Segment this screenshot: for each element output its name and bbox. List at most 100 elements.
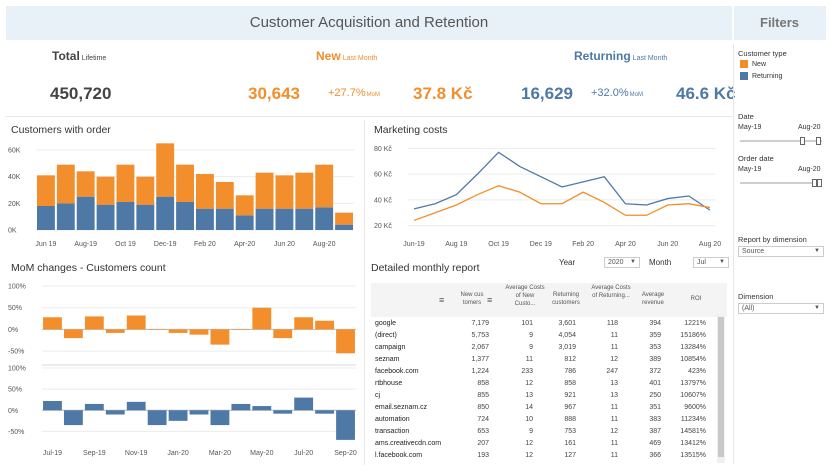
kpi-returning-label: Returning (574, 49, 631, 63)
bar-returning (335, 224, 354, 230)
kpi-new-title: New Last Month (316, 49, 377, 63)
bar-returning (255, 208, 274, 230)
y-tick-label: 80 Kč (374, 146, 392, 153)
report-cell: 14 (525, 404, 533, 411)
table-row: l.facebook.com 193 12 127 11 366 13515% (371, 450, 727, 461)
report-year-select[interactable]: 2020 ▼ (604, 257, 640, 268)
line-new (413, 185, 711, 222)
filter-report-dimension-label: Report by dimension (738, 235, 807, 244)
filter-order-date-label: Order date (738, 154, 774, 163)
report-cell: 888 (564, 416, 576, 423)
report-cell: 101 (521, 320, 533, 327)
report-year-value: 2020 (608, 259, 624, 266)
report-cell: 11 (525, 356, 533, 363)
report-cell: 13 (610, 380, 618, 387)
bar-returning (295, 208, 314, 230)
customers-with-order-chart: 60K 40K 20K 0K Jun 19 Aug-19 Oct 19 Dec-19 Feb 2… (8, 143, 354, 248)
y-tick-label: -50% (8, 349, 24, 356)
table-row: (direct) 5,753 9 4,054 11 359 15186% (371, 330, 727, 341)
report-month-value: Jul (697, 259, 706, 266)
bar-mom-returning (147, 410, 167, 426)
chevron-down-icon: ▼ (719, 259, 725, 265)
y-tick-label: 50% (8, 387, 22, 394)
date-slider-handle-max[interactable] (816, 137, 821, 145)
kpi-new-value: 30,643 (248, 84, 300, 103)
bar-returning (96, 204, 115, 230)
report-cell: 13515% (680, 452, 706, 459)
report-col-avg-cost-returning[interactable]: Average Costs of Returning... (591, 285, 631, 299)
x-tick-label: Dec-19 (154, 241, 177, 248)
bar-mom-new (84, 316, 104, 330)
bar-new (315, 164, 334, 208)
report-cell: 786 (564, 368, 576, 375)
bar-mom-returning (84, 403, 104, 411)
bar-mom-returning (43, 400, 62, 411)
filter-dimension-label: Dimension (738, 292, 774, 301)
report-cell: 12 (525, 452, 533, 459)
dimension-select[interactable]: (All) ▼ (738, 303, 824, 314)
report-scrollbar-thumb[interactable] (718, 317, 724, 457)
report-cell: 247 (606, 368, 618, 375)
order-date-slider-handle-max[interactable] (817, 179, 822, 187)
report-cell: 193 (477, 452, 489, 459)
report-col-avg-cost-new[interactable]: Average Costs of New Custo... (505, 285, 545, 307)
report-cell: 372 (649, 368, 661, 375)
report-cell: 14581% (680, 428, 706, 435)
report-month-label: Month (649, 258, 672, 267)
report-col-avg-revenue[interactable]: Average revenue (641, 292, 665, 306)
bar-new (136, 176, 155, 205)
bar-new (295, 172, 314, 209)
filter-date-min: May-19 (738, 124, 762, 131)
bar-mom-returning (63, 410, 83, 426)
legend-item-new[interactable]: New (740, 60, 766, 68)
report-cell: 9 (529, 428, 533, 435)
table-row: cj 855 13 921 13 250 10607% (371, 390, 727, 401)
y-tick-label: 0% (8, 327, 18, 334)
bar-new (116, 164, 135, 202)
x-tick-label: Jun 19 (35, 241, 56, 248)
report-col-roi[interactable]: ROI (690, 296, 702, 302)
report-cell: 250 (649, 392, 661, 399)
report-cell: 10607% (680, 392, 706, 399)
y-tick-label: 100% (8, 284, 26, 291)
bar-mom-new (105, 329, 125, 333)
report-cell: 1221% (684, 320, 706, 327)
filter-date-label: Date (738, 112, 754, 121)
report-cell: 11 (610, 440, 618, 447)
report-dimension-select[interactable]: Source ▼ (738, 246, 824, 257)
dimension-value: (All) (742, 305, 755, 312)
report-cell: 9 (529, 332, 533, 339)
bar-mom-new (43, 317, 62, 330)
dashboard-title: Customer Acquisition and Retention (249, 14, 489, 31)
legend-item-returning[interactable]: Returning (740, 72, 782, 80)
report-scrollbar[interactable] (717, 315, 725, 463)
bar-new (215, 182, 234, 209)
report-month-select[interactable]: Jul ▼ (693, 257, 729, 268)
kpi-total-sub: Lifetime (81, 55, 107, 62)
report-col-returning[interactable]: Returning customers (552, 292, 580, 306)
report-cell: 11 (610, 452, 618, 459)
order-date-slider-handle-min[interactable] (812, 179, 817, 187)
bar-mom-returning (336, 410, 355, 440)
report-cell: 233 (521, 368, 533, 375)
bar-mom-returning (105, 410, 125, 415)
report-cell: 9600% (684, 404, 706, 411)
order-date-range-slider[interactable] (740, 179, 822, 187)
x-tick-label: Aug-19 (74, 241, 97, 248)
report-cell: 127 (564, 452, 576, 459)
order-date-slider-track (740, 182, 822, 184)
sort-icon[interactable]: ≡ (487, 295, 493, 305)
report-cell-source: google (375, 320, 397, 327)
report-col-new-customers[interactable]: New cus tomers (460, 292, 484, 306)
bar-returning (275, 208, 294, 230)
report-cell: 15186% (680, 332, 706, 339)
filter-date-max: Aug-20 (798, 124, 821, 131)
table-row: campaign 2,067 9 3,019 11 353 13284% (371, 342, 727, 353)
report-cell-source: rtbhouse (375, 380, 403, 387)
report-cell: 5,753 (471, 332, 489, 339)
date-range-slider[interactable] (740, 137, 822, 145)
marketing-costs-chart: 80 Kč 60 Kč 40 Kč 20 Kč Jun-19 Aug 19 Oct 19 De… (374, 146, 721, 248)
sort-icon[interactable]: ≡ (439, 295, 445, 305)
x-tick-label: Apr-20 (234, 241, 255, 248)
date-slider-handle-min[interactable] (800, 137, 805, 145)
